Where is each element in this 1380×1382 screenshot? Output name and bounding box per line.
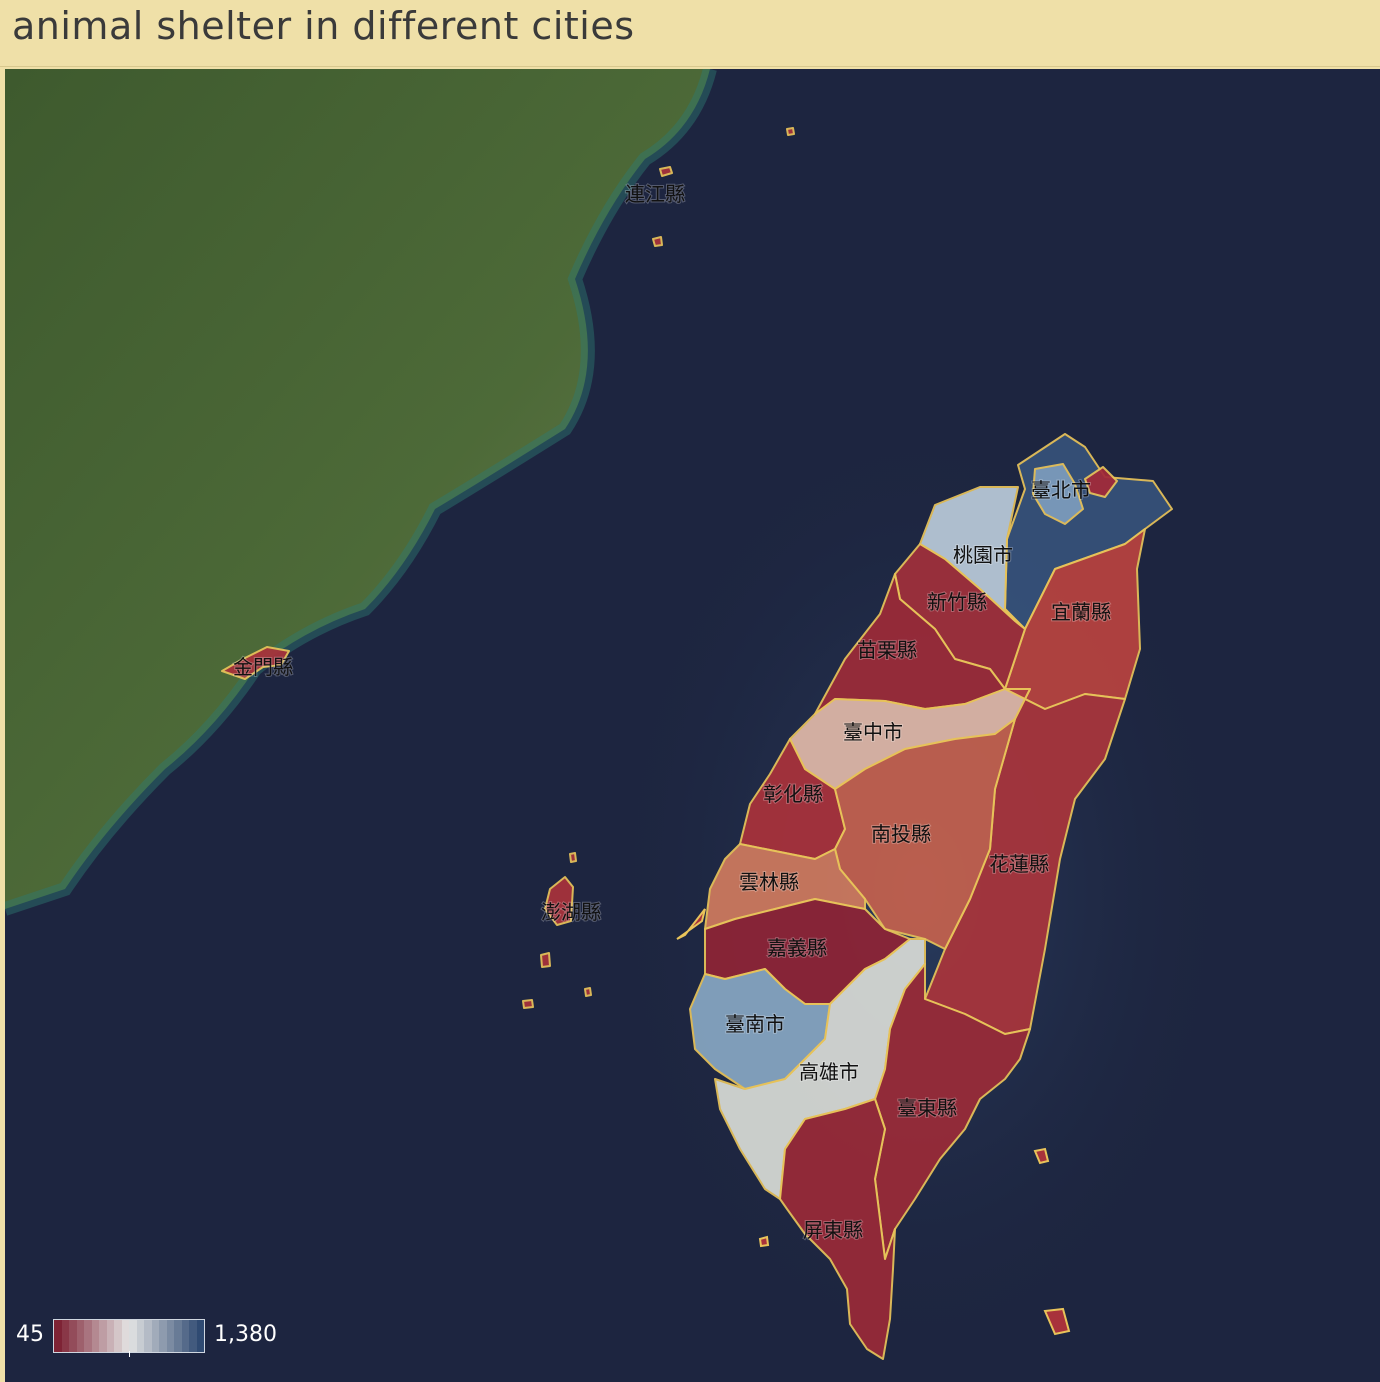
legend-min-label: 45: [16, 1322, 44, 1347]
label-penghu: 澎湖縣: [541, 900, 601, 924]
color-legend: [53, 1319, 205, 1353]
label-hualien: 花蓮縣: [989, 852, 1049, 876]
label-yilan: 宜蘭縣: [1051, 600, 1111, 624]
label-hsinchu: 新竹縣: [927, 590, 987, 614]
legend-swatch: [99, 1320, 107, 1352]
label-kinmen: 金門縣: [233, 655, 293, 679]
legend-swatch: [106, 1320, 114, 1352]
page-title: animal shelter in different cities: [12, 4, 635, 48]
region-keelung[interactable]: [1084, 466, 1118, 498]
legend-swatch: [84, 1320, 92, 1352]
title-bar: animal shelter in different cities: [0, 0, 1380, 67]
label-changhua: 彰化縣: [763, 782, 823, 806]
region-pingtung[interactable]: [779, 1098, 896, 1360]
label-taitung: 臺東縣: [897, 1096, 957, 1120]
region-kinmen[interactable]: [221, 646, 290, 680]
legend-swatch: [61, 1320, 69, 1352]
label-taoyuan: 桃園市: [953, 543, 1013, 567]
legend-swatch: [151, 1320, 159, 1352]
legend-swatch: [196, 1320, 204, 1352]
legend-max-label: 1,380: [214, 1322, 277, 1347]
legend-swatch: [91, 1320, 99, 1352]
region-taitung[interactable]: [874, 963, 1031, 1260]
label-chiayi: 嘉義縣: [767, 936, 827, 960]
legend-tick: [129, 1351, 130, 1357]
legend-swatch: [174, 1320, 182, 1352]
region-taipei[interactable]: [1032, 463, 1084, 525]
legend-swatch: [54, 1320, 62, 1352]
label-nantou: 南投縣: [871, 822, 931, 846]
offshore-islets: [676, 908, 1071, 1336]
label-pingtung: 屏東縣: [803, 1218, 863, 1242]
label-miaoli: 苗栗縣: [857, 638, 917, 662]
label-yunlin: 雲林縣: [739, 870, 799, 894]
legend-swatch: [166, 1320, 174, 1352]
region-lienchiang[interactable]: [652, 127, 795, 247]
coast-shallow-water: [5, 69, 717, 916]
legend-swatch: [189, 1320, 197, 1352]
legend-swatch: [76, 1320, 84, 1352]
legend-swatch: [181, 1320, 189, 1352]
label-kaohsiung: 高雄市: [799, 1060, 859, 1084]
legend-swatch: [144, 1320, 152, 1352]
label-tainan: 臺南市: [725, 1012, 785, 1036]
legend-swatch: [69, 1320, 77, 1352]
map-svg[interactable]: 連江縣 金門縣 澎湖縣 臺北市 桃園市 新竹縣 宜蘭縣 苗栗縣 臺中市 彰化縣 …: [5, 69, 1380, 1382]
region-penghu[interactable]: [522, 852, 592, 1009]
legend-swatch: [114, 1320, 122, 1352]
legend-swatch: [121, 1320, 129, 1352]
legend-swatch: [136, 1320, 144, 1352]
label-lienchiang: 連江縣: [625, 182, 685, 206]
label-taipei: 臺北市: [1031, 478, 1091, 502]
legend-swatch: [159, 1320, 167, 1352]
label-taichung: 臺中市: [843, 720, 903, 744]
legend-swatch: [129, 1320, 137, 1352]
mainland-coast: [5, 69, 710, 909]
map-canvas[interactable]: 連江縣 金門縣 澎湖縣 臺北市 桃園市 新竹縣 宜蘭縣 苗栗縣 臺中市 彰化縣 …: [5, 69, 1380, 1382]
